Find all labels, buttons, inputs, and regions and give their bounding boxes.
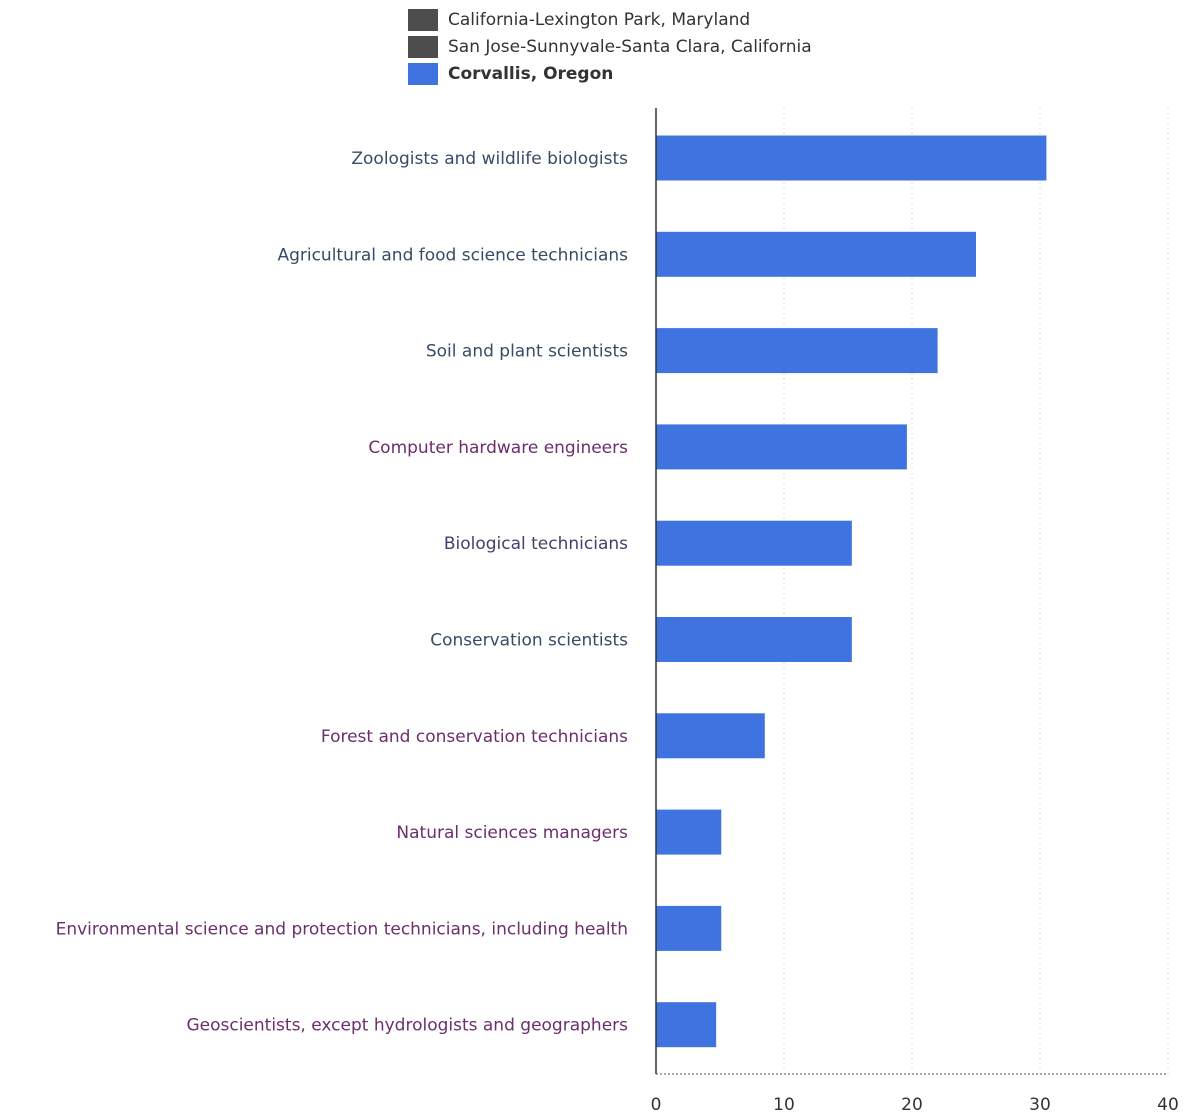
- bar: [656, 520, 852, 566]
- category-label: Natural sciences managers: [396, 823, 628, 843]
- axes: [655, 108, 1168, 1075]
- chart-legend: California-Lexington Park, Maryland San …: [408, 6, 812, 87]
- legend-swatch: [408, 35, 438, 58]
- x-tick-label: 30: [1029, 1095, 1051, 1115]
- bar: [656, 809, 722, 855]
- category-label: Biological technicians: [444, 534, 628, 554]
- bar: [656, 617, 852, 662]
- bar: [656, 1002, 717, 1048]
- tick-labels: 0 10 20 30 40: [651, 1095, 1179, 1115]
- category-labels: Zoologists and wildlife biologists Agricu…: [56, 149, 629, 1036]
- x-tick-label: 40: [1157, 1095, 1179, 1115]
- category-label: Agricultural and food science technician…: [277, 245, 628, 265]
- category-label: Conservation scientists: [430, 631, 628, 651]
- bar: [656, 135, 1047, 181]
- legend-item[interactable]: San Jose-Sunnyvale-Santa Clara, Californ…: [408, 33, 812, 60]
- legend-swatch: [408, 8, 438, 31]
- category-label: Computer hardware engineers: [368, 438, 628, 458]
- legend-label: Corvallis, Oregon: [448, 63, 614, 84]
- x-tick-label: 0: [651, 1095, 662, 1115]
- category-label: Geoscientists, except hydrologists and g…: [186, 1016, 628, 1036]
- bar: [656, 905, 722, 951]
- legend-label: California-Lexington Park, Maryland: [448, 9, 751, 30]
- bar: [656, 713, 765, 759]
- bar: [656, 328, 938, 374]
- category-label: Soil and plant scientists: [426, 342, 628, 362]
- bar: [656, 231, 976, 277]
- legend-swatch: [408, 62, 438, 85]
- x-tick-label: 20: [901, 1095, 923, 1115]
- legend-label: San Jose-Sunnyvale-Santa Clara, Californ…: [448, 36, 812, 57]
- legend-item[interactable]: California-Lexington Park, Maryland: [408, 6, 812, 33]
- bar: [656, 424, 907, 470]
- bars: [656, 135, 1047, 1048]
- category-label: Zoologists and wildlife biologists: [351, 149, 628, 169]
- x-tick-label: 10: [773, 1095, 795, 1115]
- category-label: Forest and conservation technicians: [321, 727, 628, 747]
- category-label: Environmental science and protection tec…: [56, 919, 628, 939]
- legend-item[interactable]: Corvallis, Oregon: [408, 60, 812, 87]
